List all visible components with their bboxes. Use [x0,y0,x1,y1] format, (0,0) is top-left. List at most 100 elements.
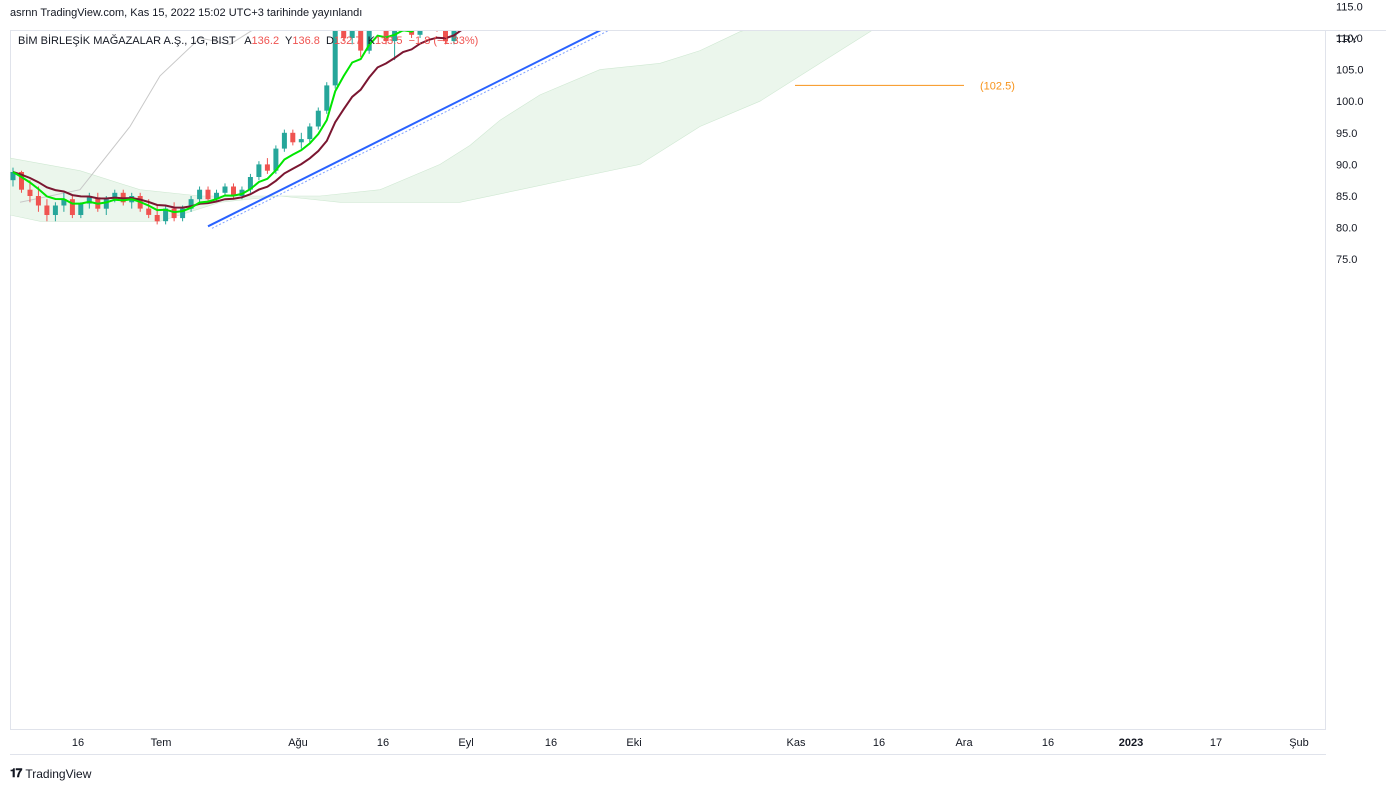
candle-44 [383,31,389,45]
low-label: D [325,35,334,47]
candle-body [273,148,279,171]
candle-body [19,172,24,190]
candle-body [417,31,423,35]
candle-7 [69,196,75,219]
y-tick-label-3: 90.0 [1336,159,1357,171]
x-tick-label-12: 17 [1210,737,1222,749]
candle-body [392,31,398,42]
candle-2 [27,180,33,203]
candle-body [35,196,41,206]
candle-body [256,164,262,177]
candle-body [27,189,33,196]
tradingview-logo-icon: 𝟏𝟕 [10,766,22,780]
x-tick-label-9: Ara [955,737,973,749]
candle-55 [477,0,482,10]
candle-3 [35,186,41,212]
candle-body [468,0,473,6]
candle-46 [401,19,406,32]
candle-body [349,31,355,38]
candle-body [171,208,177,219]
footer-brand[interactable]: 𝟏𝟕 TradingView [10,766,91,781]
change-value: −1.8 (−1.33%) [408,35,479,47]
candle-body [366,31,372,51]
candle-48 [417,31,423,38]
time-axis[interactable] [10,729,1326,755]
candle-body [375,10,380,13]
x-tick-label-6: Eki [626,737,641,749]
symbol-name: BİM BİRLEŞİK MAĞAZALAR A.Ş., 1G, BIST [18,35,236,47]
candle-body [78,203,84,215]
candle-body [409,31,415,35]
candle-body [222,186,228,193]
x-tick-label-3: 16 [377,737,389,749]
candle-body [163,208,169,222]
low-value: 132.7 [333,35,362,47]
candle-33 [290,129,296,146]
x-tick-label-1: Tem [151,737,172,749]
candle-40 [349,31,355,45]
candle-body [52,205,58,215]
high-value: 136.8 [292,35,320,47]
x-tick-label-10: 16 [1042,737,1054,749]
publish-info: asrnn TradingView.com, Kas 15, 2022 15:0… [10,7,363,19]
y-tick-label-7: 110.0 [1336,33,1363,45]
candle-body [290,132,296,143]
candle-body [358,31,364,51]
candle-50 [435,19,440,32]
candle-body [61,199,67,206]
candle-41 [358,31,364,57]
candle-38 [332,31,338,89]
candle-22 [197,186,203,203]
candle-body [401,19,406,29]
candle-9 [86,192,92,209]
candle-body [264,164,270,171]
candle-body [10,172,16,181]
candle-body [69,199,75,215]
candle-70 [604,0,609,16]
candle-49 [426,3,431,22]
candle-body [613,0,618,13]
candle-6 [61,192,67,212]
lagging-span-line [19,31,253,203]
open-value: 136.2 [251,35,280,47]
x-tick-label-7: Kas [787,737,806,749]
y-tick-label-2: 85.0 [1336,191,1357,203]
price-axis[interactable] [1326,30,1386,730]
y-tick-label-8: 115.0 [1336,1,1363,13]
candle-18 [163,205,169,225]
candle-body [214,192,219,200]
candle-37 [324,82,330,114]
trendline [207,31,602,228]
candle-body [341,31,347,38]
candle-body [435,19,440,25]
ichimoku-cloud [10,31,872,222]
slow-ma-line [12,31,462,209]
candle-53 [460,0,465,22]
close-value: 133.5 [374,35,403,47]
candle-43 [375,0,380,16]
candle-body [112,192,118,200]
x-tick-label-5: 16 [545,737,557,749]
open-label: A [244,35,252,47]
candle-body [180,208,186,219]
fib-label-5: (102.5) [980,80,1015,92]
candle-body [154,215,160,222]
x-tick-label-0: 16 [72,737,84,749]
head-highlight [772,0,872,5]
candle-body [604,0,609,13]
candle-39 [341,31,347,42]
candle-51 [443,31,448,45]
candle-body [443,31,448,42]
candle-4 [44,199,50,222]
candle-body [426,13,431,19]
candle-23 [205,186,211,203]
candle-body [315,110,321,127]
high-label: Y [284,35,293,47]
candle-body [188,199,194,209]
candle-body [460,0,465,19]
close-label: K [367,35,375,47]
candle-45 [392,31,398,61]
candle-47 [409,31,415,38]
x-tick-label-2: Ağu [288,737,308,749]
